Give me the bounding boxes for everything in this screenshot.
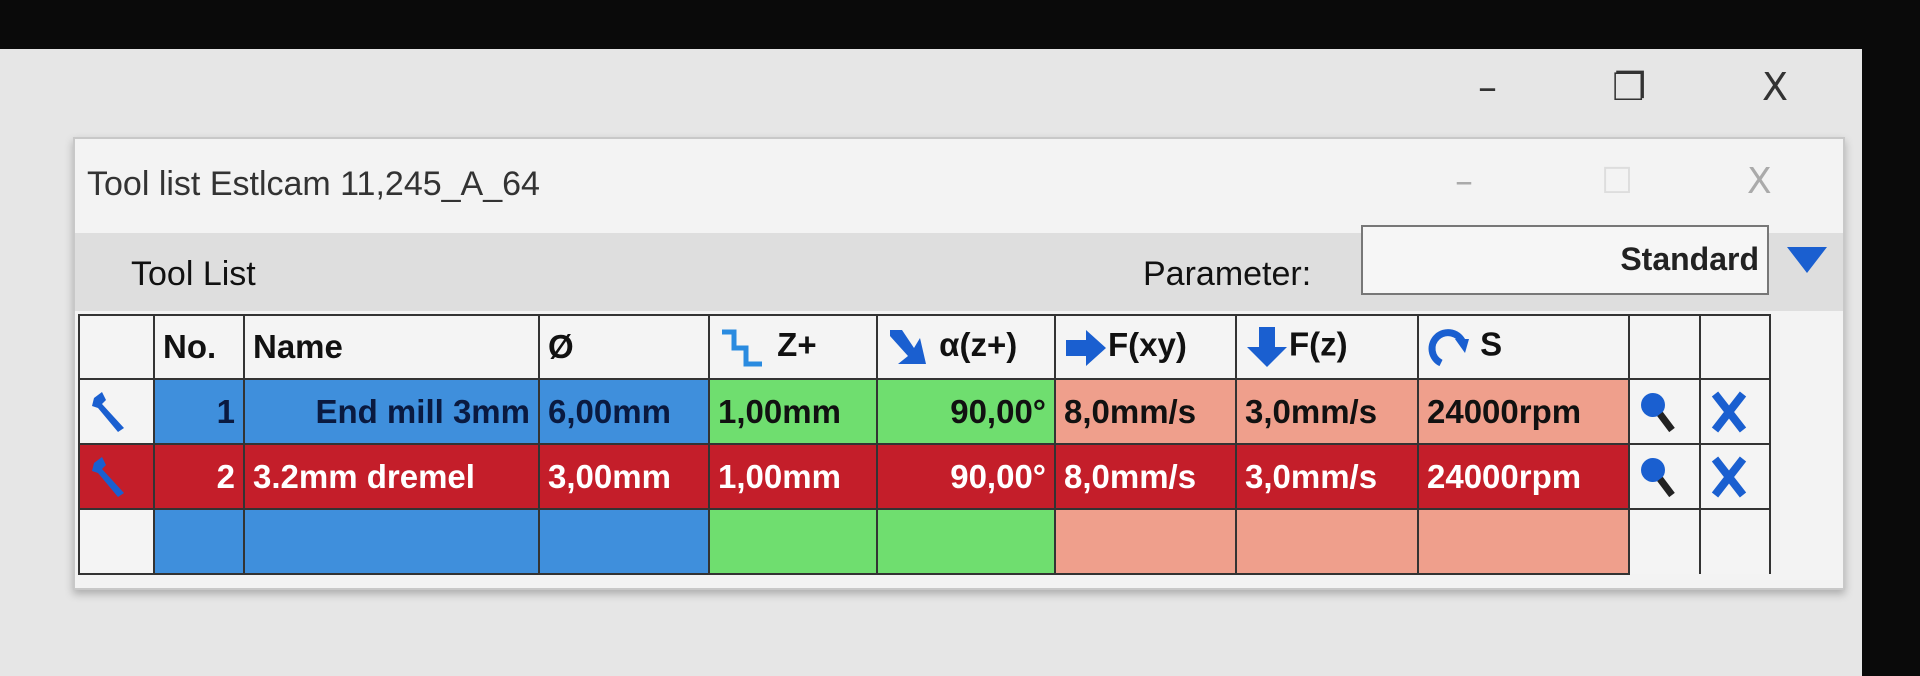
tool-no: 1: [153, 378, 245, 445]
header-z-step-label: Z+: [777, 326, 817, 364]
empty-cell: [1699, 508, 1771, 574]
tool-feed-z[interactable]: 3,0mm/s: [1235, 378, 1419, 445]
wrench-icon: [92, 391, 124, 432]
empty-cell[interactable]: [538, 508, 710, 575]
row-tool-cell[interactable]: [78, 378, 155, 445]
table-header-row: No. Name Ø Z+ α(z+) F(xy) F(z) S: [78, 314, 1771, 380]
empty-cell[interactable]: [78, 508, 155, 575]
arrow-right-icon: [1066, 329, 1106, 366]
header-diameter[interactable]: Ø: [538, 314, 710, 380]
tool-diameter[interactable]: 6,00mm: [538, 378, 710, 445]
parameter-select[interactable]: Standard: [1361, 225, 1769, 295]
header-feed-z[interactable]: F(z): [1235, 314, 1419, 380]
table-row[interactable]: 1 End mill 3mm 6,00mm 1,00mm 90,00° 8,0m…: [78, 378, 1771, 445]
header-delete: [1699, 314, 1771, 380]
delete-x-icon: [1711, 456, 1747, 497]
delete-x-icon: [1711, 391, 1747, 432]
empty-cell[interactable]: [1054, 508, 1237, 575]
tool-z-step[interactable]: 1,00mm: [708, 443, 878, 510]
tool-speed[interactable]: 24000rpm: [1417, 378, 1630, 445]
dialog-close-button[interactable]: X: [1747, 161, 1772, 202]
tool-angle[interactable]: 90,00°: [876, 378, 1056, 445]
row-tool-cell[interactable]: [78, 443, 155, 510]
empty-cell[interactable]: [708, 508, 878, 575]
wrench-icon: [92, 456, 124, 497]
table-row-selected[interactable]: 2 3.2mm dremel 3,00mm 1,00mm 90,00° 8,0m…: [78, 443, 1771, 510]
tool-speed[interactable]: 24000rpm: [1417, 443, 1630, 510]
header-feed-xy-label: F(xy): [1108, 326, 1187, 364]
header-speed-label: S: [1480, 325, 1503, 363]
main-minimize-button[interactable]: –: [1478, 65, 1497, 109]
delete-tool-button[interactable]: [1699, 378, 1771, 445]
empty-cell[interactable]: [153, 508, 245, 575]
parameter-label: Parameter:: [1143, 255, 1312, 293]
dialog-maximize-button[interactable]: ☐: [1601, 161, 1634, 202]
tool-no: 2: [153, 443, 245, 510]
header-blank: [78, 314, 155, 380]
edit-tool-button[interactable]: [1628, 443, 1701, 510]
empty-cell[interactable]: [876, 508, 1056, 575]
tool-diameter[interactable]: 3,00mm: [538, 443, 710, 510]
header-speed[interactable]: S: [1417, 314, 1630, 380]
tool-list-dialog: Tool list Estlcam 11,245_A_64 – ☐ X Tool…: [73, 137, 1845, 590]
tool-angle[interactable]: 90,00°: [876, 443, 1056, 510]
header-name[interactable]: Name: [243, 314, 540, 380]
header-feed-xy[interactable]: F(xy): [1054, 314, 1237, 380]
tool-feed-xy[interactable]: 8,0mm/s: [1054, 443, 1237, 510]
step-down-icon: [722, 329, 762, 367]
dialog-title: Tool list Estlcam 11,245_A_64: [87, 165, 540, 203]
tool-feed-xy[interactable]: 8,0mm/s: [1054, 378, 1237, 445]
header-feed-z-label: F(z): [1289, 325, 1348, 363]
dialog-minimize-button[interactable]: –: [1455, 161, 1473, 202]
magnifier-icon: [1641, 392, 1675, 432]
tool-list-label: Tool List: [131, 255, 256, 293]
empty-cell[interactable]: [1417, 508, 1630, 575]
empty-cell[interactable]: [1235, 508, 1419, 575]
header-angle-label: α(z+): [939, 326, 1018, 364]
main-restore-button[interactable]: ❐: [1612, 65, 1647, 109]
spindle-rotation-icon: [1428, 329, 1469, 367]
edit-tool-button[interactable]: [1628, 378, 1701, 445]
plunge-angle-icon: [890, 329, 926, 364]
header-no[interactable]: No.: [153, 314, 245, 380]
header-angle[interactable]: α(z+): [876, 314, 1056, 380]
table-row-new[interactable]: [78, 508, 1771, 575]
tool-table: No. Name Ø Z+ α(z+) F(xy) F(z) S 1 End m…: [78, 314, 1771, 575]
header-z-step[interactable]: Z+: [708, 314, 878, 380]
empty-cell[interactable]: [243, 508, 540, 575]
delete-tool-button[interactable]: [1699, 443, 1771, 510]
dropdown-arrow-icon[interactable]: [1787, 247, 1827, 273]
tool-feed-z[interactable]: 3,0mm/s: [1235, 443, 1419, 510]
tool-name[interactable]: 3.2mm dremel: [243, 443, 540, 510]
empty-cell: [1628, 508, 1701, 574]
magnifier-icon: [1641, 457, 1675, 497]
header-edit: [1628, 314, 1701, 380]
tool-name[interactable]: End mill 3mm: [243, 378, 540, 445]
arrow-down-icon: [1247, 327, 1287, 367]
toolbar: Tool List Parameter: Standard: [75, 225, 1843, 311]
tool-z-step[interactable]: 1,00mm: [708, 378, 878, 445]
main-close-button[interactable]: X: [1762, 65, 1789, 109]
